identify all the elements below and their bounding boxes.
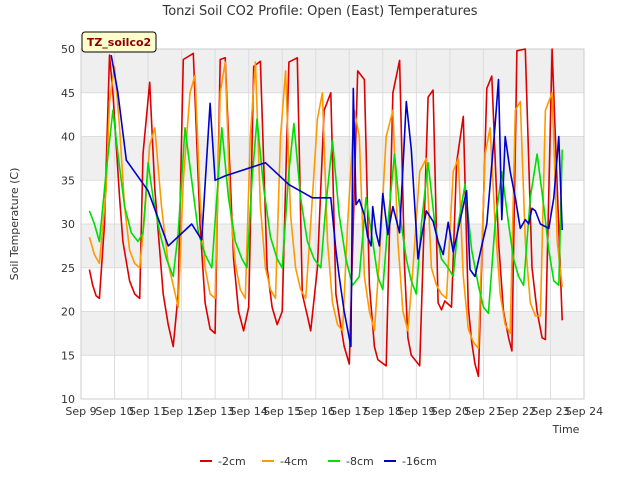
y-axis: 10 15 20 25 30 35 40 45 50: [61, 43, 75, 406]
legend: -2cm -4cm -8cm -16cm: [200, 455, 437, 468]
y-tick-label: 35: [61, 174, 75, 187]
x-tick-label: Sep 15: [263, 405, 301, 418]
y-tick-label: 15: [61, 349, 75, 362]
y-tick-label: 30: [61, 218, 75, 231]
x-tick-label: Sep 14: [230, 405, 268, 418]
y-axis-label: Soil Temperature (C): [8, 168, 21, 281]
x-tick-label: Sep 19: [397, 405, 435, 418]
legend-label: -8cm: [346, 455, 374, 468]
x-tick-label: Sep 18: [364, 405, 402, 418]
x-tick-label: Sep 21: [464, 405, 502, 418]
plot-frame: [80, 48, 585, 400]
chart-title: Tonzi Soil CO2 Profile: Open (East) Temp…: [161, 4, 477, 19]
badge-text: TZ_soilco2: [87, 36, 151, 49]
x-tick-label: Sep 23: [531, 405, 569, 418]
legend-label: -2cm: [218, 455, 246, 468]
plot-band: [81, 311, 584, 356]
badge-box: [81, 31, 157, 53]
plot-band: [81, 49, 584, 93]
y-tick-label: 20: [61, 306, 75, 319]
x-tick-label: Sep 9: [65, 405, 96, 418]
series-line-3: [88, 109, 563, 315]
x-tick-label: Sep 24: [565, 405, 603, 418]
series-line-4: [110, 54, 563, 348]
x-tick-label: Sep 17: [330, 405, 368, 418]
x-tick-label: Sep 20: [431, 405, 469, 418]
y-tick-label: 50: [61, 43, 75, 56]
x-axis-label: Time: [552, 423, 580, 436]
x-tick-label: Sep 10: [95, 405, 133, 418]
x-tick-label: Sep 16: [297, 405, 335, 418]
badge: TZ_soilco2: [81, 31, 157, 53]
legend-label: -16cm: [402, 455, 437, 468]
x-tick-label: Sep 22: [498, 405, 536, 418]
y-tick-label: 45: [61, 87, 75, 100]
y-tick-label: 10: [61, 393, 75, 406]
x-tick-label: Sep 11: [129, 405, 167, 418]
plot-band: [81, 224, 584, 268]
legend-label: -4cm: [280, 455, 308, 468]
series-lines: [88, 48, 563, 378]
x-tick-label: Sep 12: [162, 405, 200, 418]
x-tick-label: Sep 13: [196, 405, 234, 418]
y-tick-label: 40: [61, 131, 75, 144]
y-tick-label: 25: [61, 262, 75, 275]
